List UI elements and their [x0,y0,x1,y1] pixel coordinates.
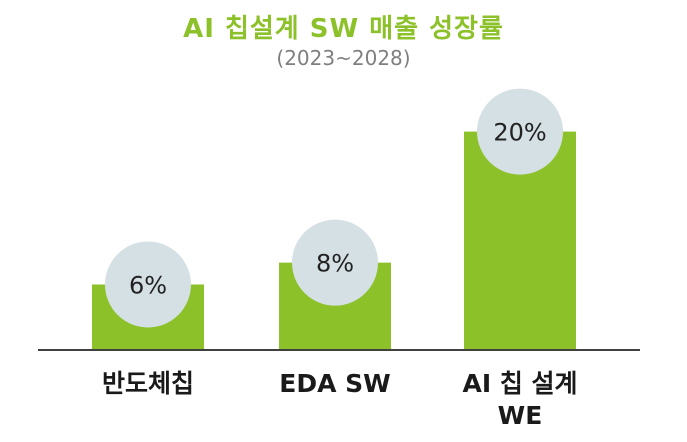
value-bubble-2 [477,88,563,175]
value-bubble-1 [292,219,378,306]
chart-subtitle: (2023~2028) [276,46,411,70]
category-label-2-line-0: AI 칩 설계 [462,369,577,398]
chart-title: AI 칩설계 SW 매출 성장률 [183,14,504,44]
category-label-1: EDA SW [279,369,390,398]
category-label-0: 반도체칩 [102,369,194,398]
value-label-2: 20% [493,119,546,147]
value-label-0: 6% [129,271,167,299]
value-bubble-0 [105,241,191,328]
category-label-2-line-1: WE [498,401,543,430]
value-label-1: 8% [316,250,354,278]
